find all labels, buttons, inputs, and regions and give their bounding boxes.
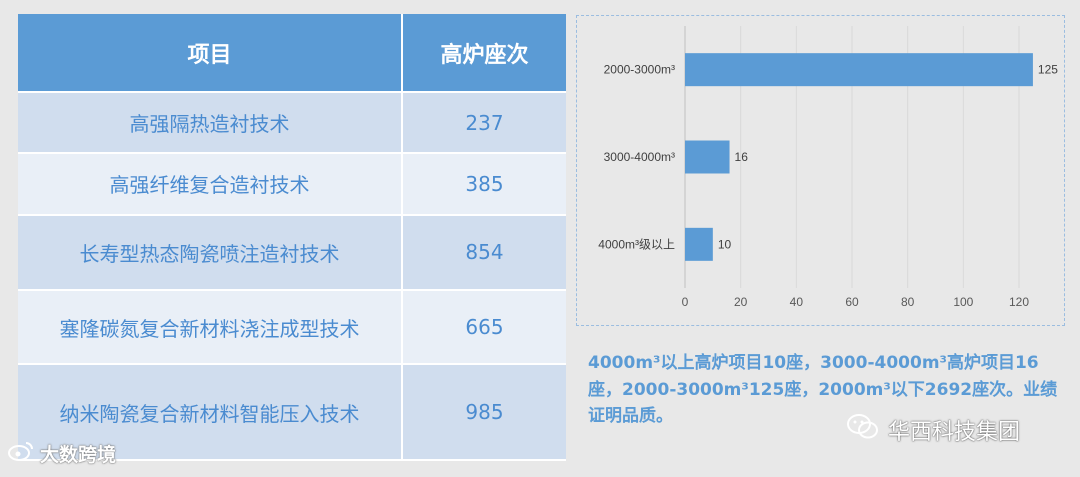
wechat-icon — [846, 413, 880, 447]
furnace-count: 237 — [403, 93, 566, 155]
table-row: 塞隆碳氮复合新材料浇注成型技术 665 — [18, 291, 566, 366]
watermark-left-text: 大数跨境 — [40, 444, 117, 466]
bar — [685, 53, 1033, 87]
x-tick-label: 20 — [734, 295, 748, 309]
table-row: 高强纤维复合造衬技术 385 — [18, 154, 566, 216]
x-tick-label: 80 — [901, 295, 915, 309]
header-project: 项目 — [18, 14, 403, 93]
watermark-right-text: 华西科技集团 — [888, 420, 1021, 445]
category-label: 4000m³级以上 — [598, 237, 675, 251]
x-tick-label: 60 — [845, 295, 859, 309]
project-name: 纳米陶瓷复合新材料智能压入技术 — [18, 365, 403, 461]
x-tick-label: 120 — [1009, 295, 1029, 309]
category-label: 2000-3000m³ — [604, 63, 675, 77]
data-label: 10 — [718, 237, 732, 251]
project-name: 塞隆碳氮复合新材料浇注成型技术 — [18, 291, 403, 366]
data-label: 16 — [735, 150, 749, 164]
x-tick-label: 100 — [953, 295, 973, 309]
weibo-icon — [8, 440, 34, 467]
data-label: 125 — [1038, 63, 1058, 77]
watermark-right: 华西科技集团 — [846, 413, 1020, 447]
table-row: 高强隔热造衬技术 237 — [18, 93, 566, 155]
table-row: 纳米陶瓷复合新材料智能压入技术 985 — [18, 365, 566, 461]
projects-table: 项目 高炉座次 高强隔热造衬技术 237 高强纤维复合造衬技术 385 长寿型热… — [18, 14, 566, 461]
project-name: 高强隔热造衬技术 — [18, 93, 403, 155]
furnace-count: 854 — [403, 215, 566, 292]
table-row: 长寿型热态陶瓷喷注造衬技术 854 — [18, 215, 566, 292]
category-label: 3000-4000m³ — [604, 150, 675, 164]
x-tick-label: 0 — [682, 295, 689, 309]
bar — [685, 227, 713, 261]
furnace-count: 665 — [403, 291, 566, 366]
project-name: 长寿型热态陶瓷喷注造衬技术 — [18, 215, 403, 292]
caption-text: 4000m³以上高炉项目10座，3000-4000m³高炉项目16座，2000-… — [588, 353, 1058, 426]
furnace-count: 385 — [403, 154, 566, 216]
bar-chart: 0 20 40 60 80 100 120 125 2000-3000m³ 16 3000-4000… — [598, 26, 1058, 309]
technology-table: 项目 高炉座次 高强隔热造衬技术 237 高强纤维复合造衬技术 385 长寿型热… — [18, 14, 566, 461]
project-name: 高强纤维复合造衬技术 — [18, 154, 403, 216]
header-furnace-count: 高炉座次 — [403, 14, 566, 93]
table-header-row: 项目 高炉座次 — [18, 14, 566, 93]
x-tick-label: 40 — [790, 295, 804, 309]
watermark-left: 大数跨境 — [8, 440, 116, 467]
furnace-count: 985 — [403, 365, 566, 461]
bar — [685, 140, 730, 174]
bar-chart-panel: 0 20 40 60 80 100 120 125 2000-3000m³ 16 3000-4000… — [576, 15, 1065, 326]
